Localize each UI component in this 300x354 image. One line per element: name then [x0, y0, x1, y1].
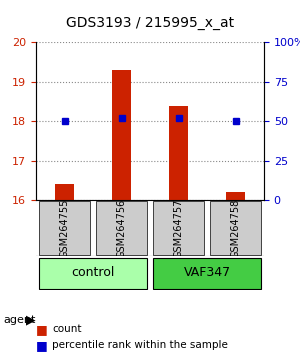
FancyBboxPatch shape: [39, 201, 90, 255]
Text: count: count: [52, 324, 82, 334]
Text: GSM264758: GSM264758: [230, 199, 241, 258]
FancyBboxPatch shape: [153, 258, 261, 289]
Text: percentile rank within the sample: percentile rank within the sample: [52, 340, 228, 350]
FancyBboxPatch shape: [210, 201, 261, 255]
Text: GSM264756: GSM264756: [116, 199, 127, 258]
Text: control: control: [71, 266, 115, 279]
Text: agent: agent: [3, 315, 35, 325]
Text: GSM264755: GSM264755: [59, 199, 70, 258]
Bar: [169, 105, 188, 200]
Bar: [112, 70, 131, 200]
Text: GDS3193 / 215995_x_at: GDS3193 / 215995_x_at: [66, 16, 234, 30]
Bar: [226, 192, 245, 200]
FancyBboxPatch shape: [96, 201, 147, 255]
FancyBboxPatch shape: [39, 258, 147, 289]
FancyBboxPatch shape: [153, 201, 204, 255]
Text: VAF347: VAF347: [183, 266, 231, 279]
Text: ▶: ▶: [26, 314, 35, 327]
Text: ■: ■: [36, 323, 48, 336]
Text: ■: ■: [36, 339, 48, 352]
Bar: [55, 184, 74, 200]
Text: GSM264757: GSM264757: [173, 199, 184, 258]
